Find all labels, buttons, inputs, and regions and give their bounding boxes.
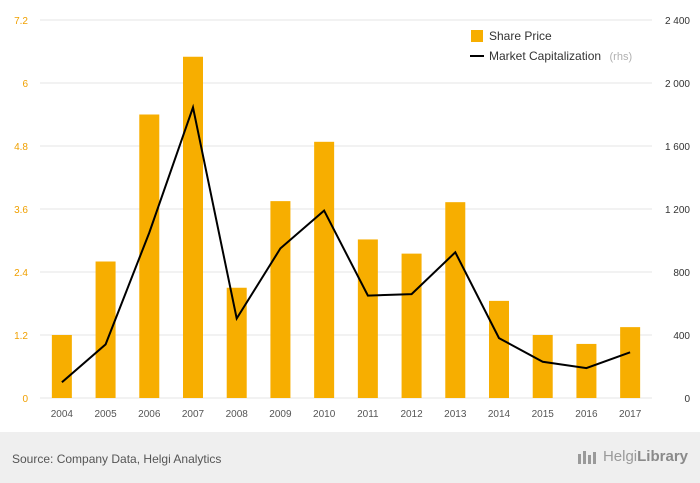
x-tick-label: 2009: [269, 409, 292, 420]
legend-label-rhs: (rhs): [610, 51, 633, 63]
x-tick-label: 2014: [488, 409, 511, 420]
right-tick-label: 2 000: [665, 79, 690, 90]
source-note: Source: Company Data, Helgi Analytics: [12, 452, 222, 466]
left-tick-label: 0: [22, 394, 28, 405]
bar-2007: [183, 56, 203, 398]
x-axis-ticks: 2004 2005 2006 2007 2008 2009 2010 2011 2012 2013…: [51, 409, 642, 420]
x-tick-label: 2015: [532, 409, 555, 420]
bar-2016: [576, 343, 597, 398]
brand-logo: Helgi Library: [577, 448, 688, 465]
right-tick-label: 1 200: [665, 205, 690, 216]
right-tick-label: 800: [673, 268, 690, 279]
brand-bold: Library: [637, 448, 688, 465]
right-axis-ticks: 0 400 800 1 200 1 600 2 000 2 400: [665, 16, 690, 405]
legend-label-share-price: Share Price: [489, 29, 552, 43]
x-tick-label: 2007: [182, 409, 205, 420]
x-tick-label: 2006: [138, 409, 161, 420]
legend-label-market-cap: Market Capitalization (rhs): [489, 47, 632, 64]
bar-2012: [401, 253, 422, 398]
bar-2011: [357, 239, 378, 398]
left-tick-label: 6: [22, 79, 28, 90]
left-tick-label: 1.2: [14, 331, 28, 342]
bar-2015: [532, 335, 553, 398]
right-tick-label: 2 400: [665, 16, 690, 27]
x-tick-label: 2011: [357, 409, 379, 420]
bar-2005: [95, 261, 116, 398]
x-tick-label: 2004: [51, 409, 74, 420]
x-tick-label: 2008: [226, 409, 249, 420]
left-tick-label: 7.2: [14, 16, 28, 27]
legend-label-market-cap-text: Market Capitalization: [489, 49, 601, 63]
line-series-market-cap: [61, 103, 631, 384]
bar-series-share-price: [51, 56, 641, 399]
grid-lines: [40, 19, 652, 399]
left-tick-label: 2.4: [14, 268, 28, 279]
bar-2017: [620, 327, 641, 398]
bar-2010: [314, 141, 335, 399]
bar-2014: [489, 300, 509, 398]
right-tick-label: 1 600: [665, 142, 690, 153]
bar-2013: [445, 202, 466, 398]
bar-2006: [139, 114, 160, 398]
x-tick-label: 2016: [575, 409, 598, 420]
x-tick-label: 2012: [400, 409, 423, 420]
library-icon: [577, 450, 596, 464]
legend-swatch-share-price: [471, 30, 483, 42]
x-tick-label: 2010: [313, 409, 336, 420]
x-tick-label: 2017: [619, 409, 642, 420]
left-tick-label: 4.8: [14, 142, 28, 153]
chart: 0 1.2 2.4 3.6 4.8 6 7.2 0 400 800 1 200 1 600 2 000…: [14, 16, 690, 420]
x-tick-label: 2005: [94, 409, 117, 420]
bar-2008: [226, 287, 247, 398]
bar-2009: [270, 201, 291, 398]
left-axis-ticks: 0 1.2 2.4 3.6 4.8 6 7.2: [14, 16, 28, 405]
right-tick-label: 400: [673, 331, 690, 342]
left-tick-label: 3.6: [14, 205, 28, 216]
legend: Share Price Market Capitalization (rhs): [470, 29, 632, 64]
market-cap-line: [61, 103, 631, 384]
brand-light: Helgi: [602, 448, 638, 465]
x-tick-label: 2013: [444, 409, 467, 420]
right-tick-label: 0: [684, 394, 690, 405]
bar-2004: [51, 335, 72, 398]
